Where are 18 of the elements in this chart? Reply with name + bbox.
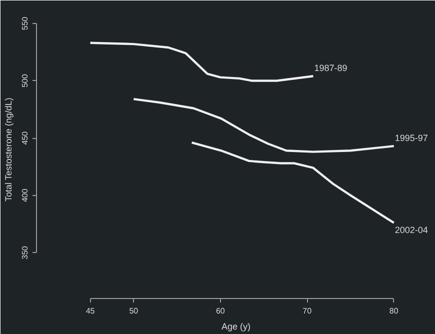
line-series (132, 98, 395, 153)
x-axis-title: Age (y) (221, 322, 251, 332)
y-tick-label: 550 (20, 16, 30, 30)
y-tick-label: 350 (20, 245, 30, 260)
y-tick-label: 400 (20, 188, 30, 202)
y-tick-label: 500 (20, 74, 30, 88)
series-label: 1995-97 (394, 133, 428, 144)
line-series (89, 42, 314, 82)
x-tick-label: 50 (129, 306, 139, 316)
x-tick-label: 70 (302, 306, 312, 316)
y-axis-title: Total Testosterone (ng/dL) (4, 98, 14, 202)
series-label: 1987-89 (314, 63, 348, 74)
y-tick-label: 450 (20, 130, 30, 145)
x-tick-label: 60 (216, 306, 226, 316)
line-series (190, 142, 395, 224)
x-tick-label: 45 (86, 306, 96, 316)
x-tick-label: 80 (389, 306, 399, 316)
series-label: 2002-04 (394, 224, 428, 235)
